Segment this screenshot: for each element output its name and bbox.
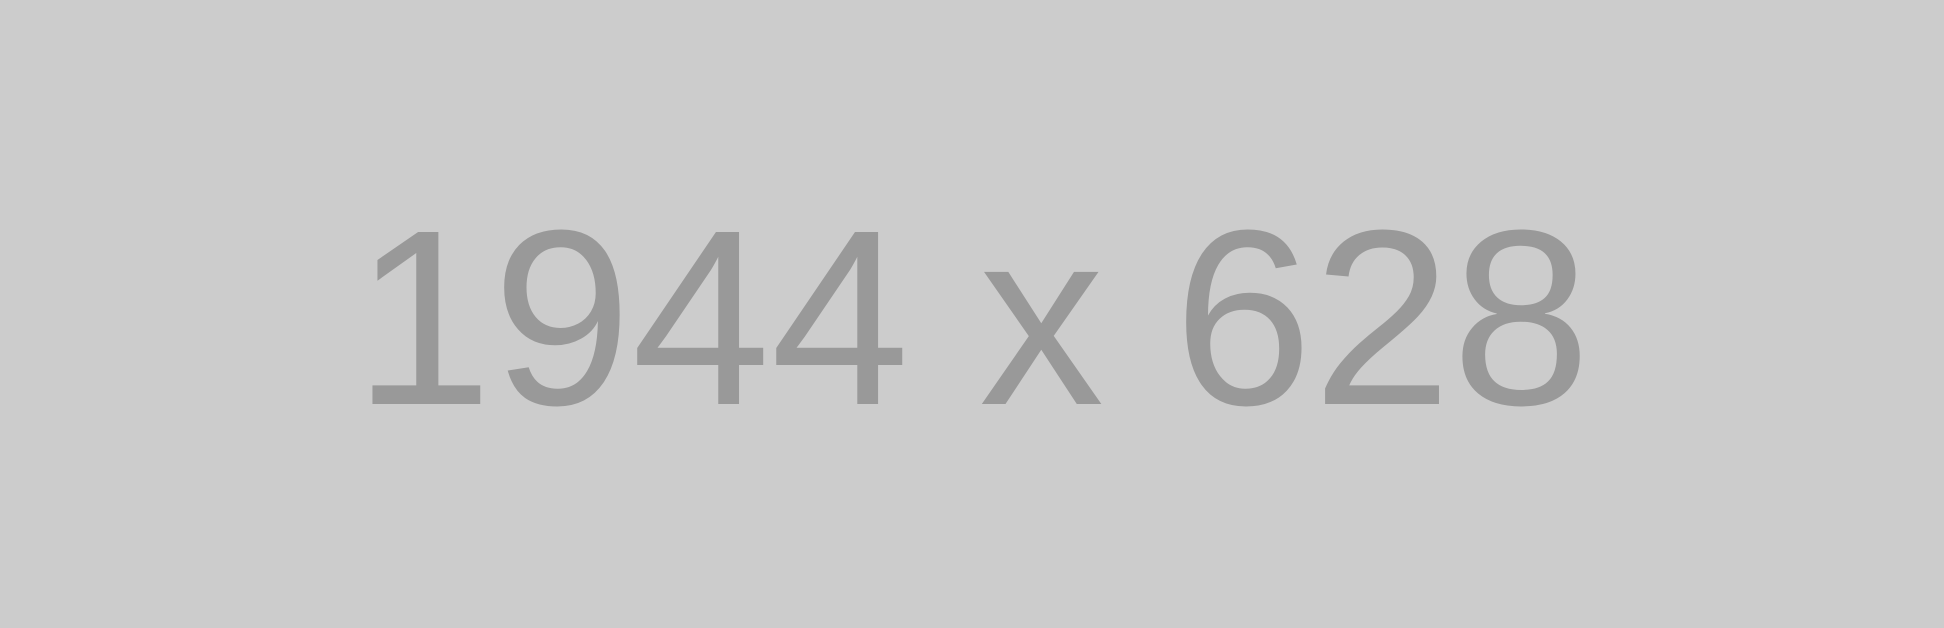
dimensions-label: 1944 x 628 (353, 178, 1591, 457)
